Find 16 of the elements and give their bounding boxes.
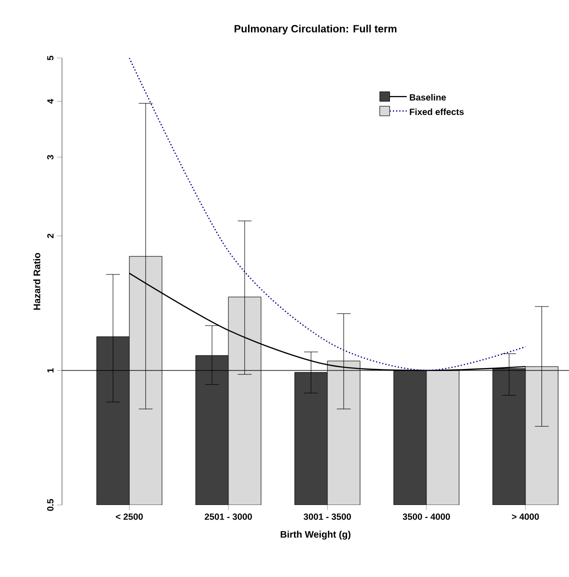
chart-title: Pulmonary Circulation: Full term <box>234 24 396 34</box>
legend-label: Fixed effects <box>410 108 464 116</box>
x-tick-label: 3500 - 4000 <box>402 514 450 520</box>
x-tick-label: > 4000 <box>512 514 539 520</box>
x-tick-label: 2501 - 3000 <box>204 514 252 520</box>
y-axis-title: Hazard Ratio <box>33 252 40 310</box>
y-tick-label: 1 <box>47 368 54 372</box>
y-tick-label: 4 <box>47 98 54 104</box>
y-tick-label: 0.5 <box>47 499 54 511</box>
legend-label: Baseline <box>410 94 446 101</box>
x-axis-title: Birth Weight (g) <box>280 530 350 540</box>
x-tick-label: 3001 - 3500 <box>304 514 351 520</box>
y-tick-label: 3 <box>47 155 54 160</box>
x-tick-label: < 2500 <box>116 514 143 520</box>
y-tick-label: 5 <box>47 56 54 60</box>
y-tick-label: 2 <box>47 234 54 238</box>
